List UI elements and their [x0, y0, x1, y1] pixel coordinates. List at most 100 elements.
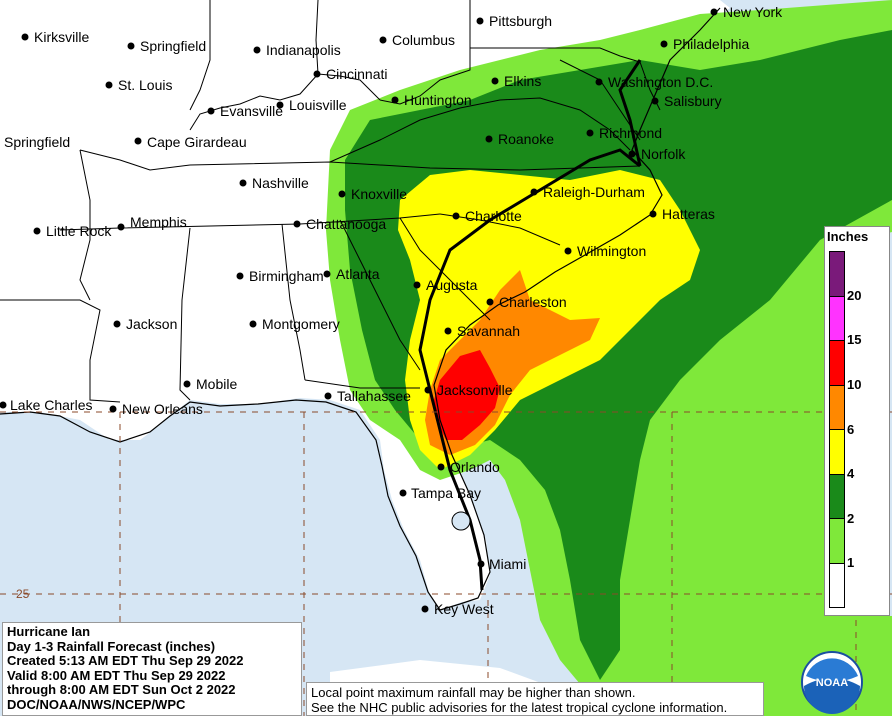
- city-label-roanoke: Roanoke: [498, 131, 554, 147]
- city-louisville: Louisville: [276, 97, 347, 113]
- disclaimer-line-1: Local point maximum rainfall may be high…: [311, 685, 636, 700]
- city-cincinnati: Cincinnati: [313, 66, 387, 82]
- city-label-salisbury: Salisbury: [664, 93, 722, 109]
- legend-title: Inches: [827, 229, 869, 244]
- rain-10in-region: [434, 350, 500, 440]
- created-time: Created 5:13 AM EDT Thu Sep 29 2022: [7, 653, 244, 669]
- city-new-orleans: New Orleans: [109, 401, 203, 417]
- city-label-philadelphia: Philadelphia: [673, 36, 749, 52]
- city-label-little-rock: Little Rock: [46, 223, 112, 239]
- city-raleigh: Raleigh-Durham: [530, 184, 645, 200]
- city-label-pittsburgh: Pittsburgh: [489, 13, 552, 29]
- city-label-savannah: Savannah: [457, 323, 520, 339]
- legend-swatch: [830, 252, 844, 297]
- legend-label: 1: [847, 555, 855, 571]
- product-title: Day 1-3 Rainfall Forecast (inches): [7, 638, 216, 654]
- city-label-st-louis: St. Louis: [118, 77, 172, 93]
- noaa-logo: NOAA: [801, 651, 863, 714]
- disclaimer-box: Local point maximum rainfall may be high…: [306, 682, 764, 716]
- city-label-charlotte: Charlotte: [465, 208, 522, 224]
- city-label-nashville: Nashville: [252, 175, 309, 191]
- city-knoxville: Knoxville: [338, 186, 407, 202]
- city-label-raleigh: Raleigh-Durham: [543, 184, 645, 200]
- city-kirksville: Kirksville: [21, 29, 89, 45]
- city-label-kirksville: Kirksville: [34, 29, 89, 45]
- city-cape-girardeau: Cape Girardeau: [134, 134, 247, 150]
- coastline: [0, 7, 721, 611]
- city-jackson: Jackson: [113, 316, 177, 332]
- legend-color-bar: [829, 251, 845, 608]
- city-label-elkins: Elkins: [504, 73, 541, 89]
- city-atlanta: Atlanta: [323, 266, 380, 282]
- city-label-augusta: Augusta: [426, 277, 478, 293]
- legend-label: 20: [847, 287, 862, 303]
- city-memphis: Memphis: [117, 214, 187, 231]
- city-columbus: Columbus: [379, 32, 455, 48]
- city-label-key-west: Key West: [434, 601, 494, 617]
- city-label-columbus: Columbus: [392, 32, 455, 48]
- legend-label: 10: [847, 376, 862, 392]
- highway-line: [418, 148, 641, 591]
- city-label-miami: Miami: [489, 556, 526, 572]
- forecast-info-box: Hurricane Ian Day 1-3 Rainfall Forecast …: [2, 622, 302, 716]
- city-chattanooga: Chattanooga: [293, 216, 386, 232]
- highway-line-north: [618, 59, 642, 167]
- noaa-logo-text: NOAA: [816, 677, 848, 689]
- state-borders: [0, 0, 661, 403]
- city-elkins: Elkins: [491, 73, 541, 89]
- city-springfield-il: Springfield: [4, 134, 70, 150]
- city-nashville: Nashville: [239, 175, 309, 191]
- city-miami: Miami: [477, 556, 526, 572]
- legend-label: 6: [847, 421, 855, 437]
- legend-label: 15: [847, 332, 862, 348]
- valid-time: Valid 8:00 AM EDT Thu Sep 29 2022: [7, 667, 226, 683]
- disclaimer-line-2: See the NHC public advisories for the la…: [311, 700, 728, 715]
- city-label-tampa: Tampa Bay: [411, 485, 481, 501]
- city-label-new-orleans: New Orleans: [122, 401, 203, 417]
- city-label-evansville: Evansville: [220, 103, 283, 119]
- legend-swatch: [830, 519, 844, 564]
- city-label-springfield-mo: Springfield: [140, 38, 206, 54]
- legend-label: 2: [847, 510, 855, 526]
- legend-swatch: [830, 430, 844, 475]
- source-credit: DOC/NOAA/NWS/NCEP/WPC: [7, 696, 186, 712]
- city-label-richmond: Richmond: [599, 125, 662, 141]
- city-label-jackson: Jackson: [126, 316, 177, 332]
- city-indianapolis: Indianapolis: [253, 42, 341, 58]
- city-norfolk: Norfolk: [628, 146, 686, 162]
- through-time: through 8:00 AM EDT Sun Oct 2 2022: [7, 682, 236, 698]
- lat-label-25: 25: [16, 587, 30, 601]
- city-label-washington: Washington D.C.: [608, 74, 713, 90]
- city-markers: Kirksville Springfield Indianapolis Colu…: [0, 4, 783, 617]
- city-label-norfolk: Norfolk: [641, 146, 686, 162]
- city-little-rock: Little Rock: [33, 223, 112, 239]
- city-pittsburgh: Pittsburgh: [476, 13, 552, 29]
- city-label-orlando: Orlando: [450, 459, 500, 475]
- city-evansville: Evansville: [207, 103, 283, 119]
- city-augusta: Augusta: [413, 277, 478, 293]
- city-label-birmingham: Birmingham: [249, 268, 324, 284]
- city-label-hatteras: Hatteras: [662, 206, 715, 222]
- lake-okeechobee: [451, 511, 471, 531]
- legend-swatch: [830, 296, 844, 341]
- city-label-cape-girardeau: Cape Girardeau: [147, 134, 247, 150]
- city-label-montgomery: Montgomery: [262, 316, 340, 332]
- city-label-chattanooga: Chattanooga: [306, 216, 386, 232]
- city-label-memphis: Memphis: [130, 214, 187, 230]
- city-label-lake-charles: Lake Charles: [10, 397, 93, 413]
- city-label-knoxville: Knoxville: [351, 186, 407, 202]
- city-roanoke: Roanoke: [485, 131, 554, 147]
- city-charlotte: Charlotte: [452, 208, 522, 224]
- city-label-jacksonville: Jacksonville: [437, 382, 513, 398]
- city-jacksonville: Jacksonville: [424, 382, 513, 398]
- legend-label: 4: [847, 466, 855, 482]
- city-huntington: Huntington: [391, 92, 472, 108]
- city-label-mobile: Mobile: [196, 376, 237, 392]
- city-label-cincinnati: Cincinnati: [326, 66, 387, 82]
- city-mobile: Mobile: [183, 376, 237, 392]
- city-savannah: Savannah: [444, 323, 520, 339]
- city-charleston: Charleston: [486, 294, 567, 310]
- city-springfield-mo: Springfield: [127, 38, 206, 54]
- rainfall-legend: Inches 20 15 10 6 4 2 1: [824, 226, 890, 616]
